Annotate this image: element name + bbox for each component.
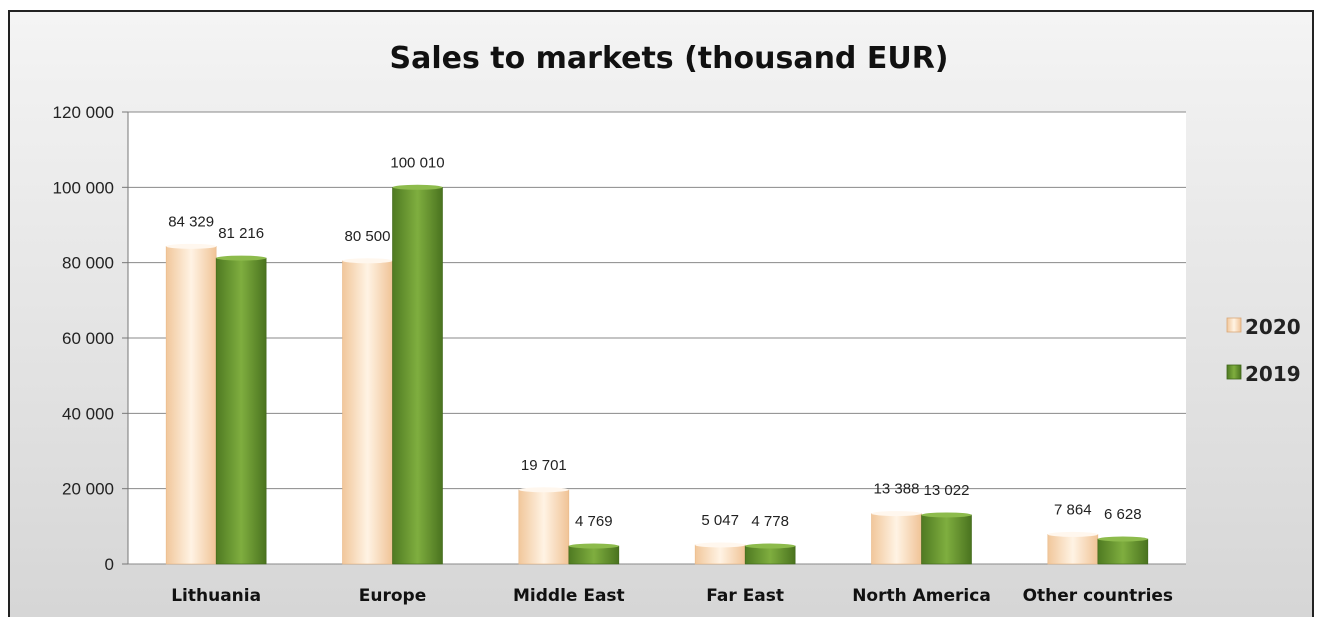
data-label: 4 778 [751, 513, 789, 530]
data-label: 13 022 [924, 482, 970, 499]
legend: 2020 2019 [1226, 315, 1301, 386]
x-tick-label: Other countries [1023, 586, 1173, 606]
data-label: 6 628 [1104, 506, 1142, 523]
y-tick-label: 60 000 [62, 329, 114, 348]
bar-top [745, 543, 796, 549]
bar-top [216, 255, 267, 261]
data-label: 5 047 [701, 512, 739, 529]
legend-swatch-2020 [1226, 317, 1242, 333]
y-tick-label: 80 000 [62, 254, 114, 273]
bar-2019-2 [568, 545, 620, 565]
data-label: 84 329 [168, 213, 214, 230]
bar-top [871, 511, 922, 517]
bar-top [1097, 536, 1148, 542]
data-label: 81 216 [218, 225, 264, 242]
bars [165, 184, 1149, 565]
data-label: 7 864 [1054, 501, 1092, 518]
bar-2019-5 [1097, 538, 1149, 565]
x-tick-label: Europe [359, 586, 426, 606]
bar-2020-0 [165, 246, 217, 565]
x-tick-label: Lithuania [171, 586, 261, 606]
bar-top [695, 542, 746, 548]
bar-top [568, 543, 619, 549]
bar-2020-2 [518, 489, 570, 565]
bar-2020-3 [694, 544, 746, 565]
bar-top [921, 512, 972, 518]
x-tick-label: Far East [706, 586, 784, 606]
y-tick-label: 0 [105, 555, 114, 574]
bar-2020-5 [1047, 534, 1099, 565]
legend-label: 2019 [1245, 362, 1301, 386]
x-axis: Lithuania Europe Middle East Far East North … [171, 586, 1173, 606]
x-tick-label: Middle East [513, 586, 625, 606]
legend-swatch-2019 [1226, 364, 1242, 380]
bar-2020-4 [871, 513, 922, 565]
bar-2020-1 [342, 260, 393, 565]
y-tick-label: 120 000 [53, 103, 114, 122]
y-tick-label: 100 000 [53, 178, 114, 197]
chart-title: Sales to markets (thousand EUR) [389, 41, 948, 76]
y-tick-label: 20 000 [62, 480, 114, 499]
y-tick-label: 40 000 [62, 404, 114, 423]
bar-top [166, 243, 217, 249]
data-label: 13 388 [874, 481, 920, 498]
bar-2019-3 [744, 545, 796, 565]
bar-top [342, 258, 393, 264]
data-label: 80 500 [345, 228, 391, 245]
bar-top [392, 184, 443, 190]
data-label: 100 010 [390, 154, 444, 171]
legend-label: 2020 [1245, 315, 1301, 339]
y-axis: 0 20 000 40 000 60 000 80 000 100 000 120 000 [53, 103, 128, 574]
data-label: 19 701 [521, 457, 567, 474]
bar-2019-0 [215, 257, 267, 565]
x-tick-label: North America [852, 586, 991, 606]
bar-top [1047, 531, 1098, 537]
bar-top [518, 487, 569, 493]
bar-2019-1 [392, 186, 443, 565]
data-label: 4 769 [575, 513, 613, 530]
gridlines [128, 111, 1186, 565]
bar-2019-4 [921, 514, 972, 565]
